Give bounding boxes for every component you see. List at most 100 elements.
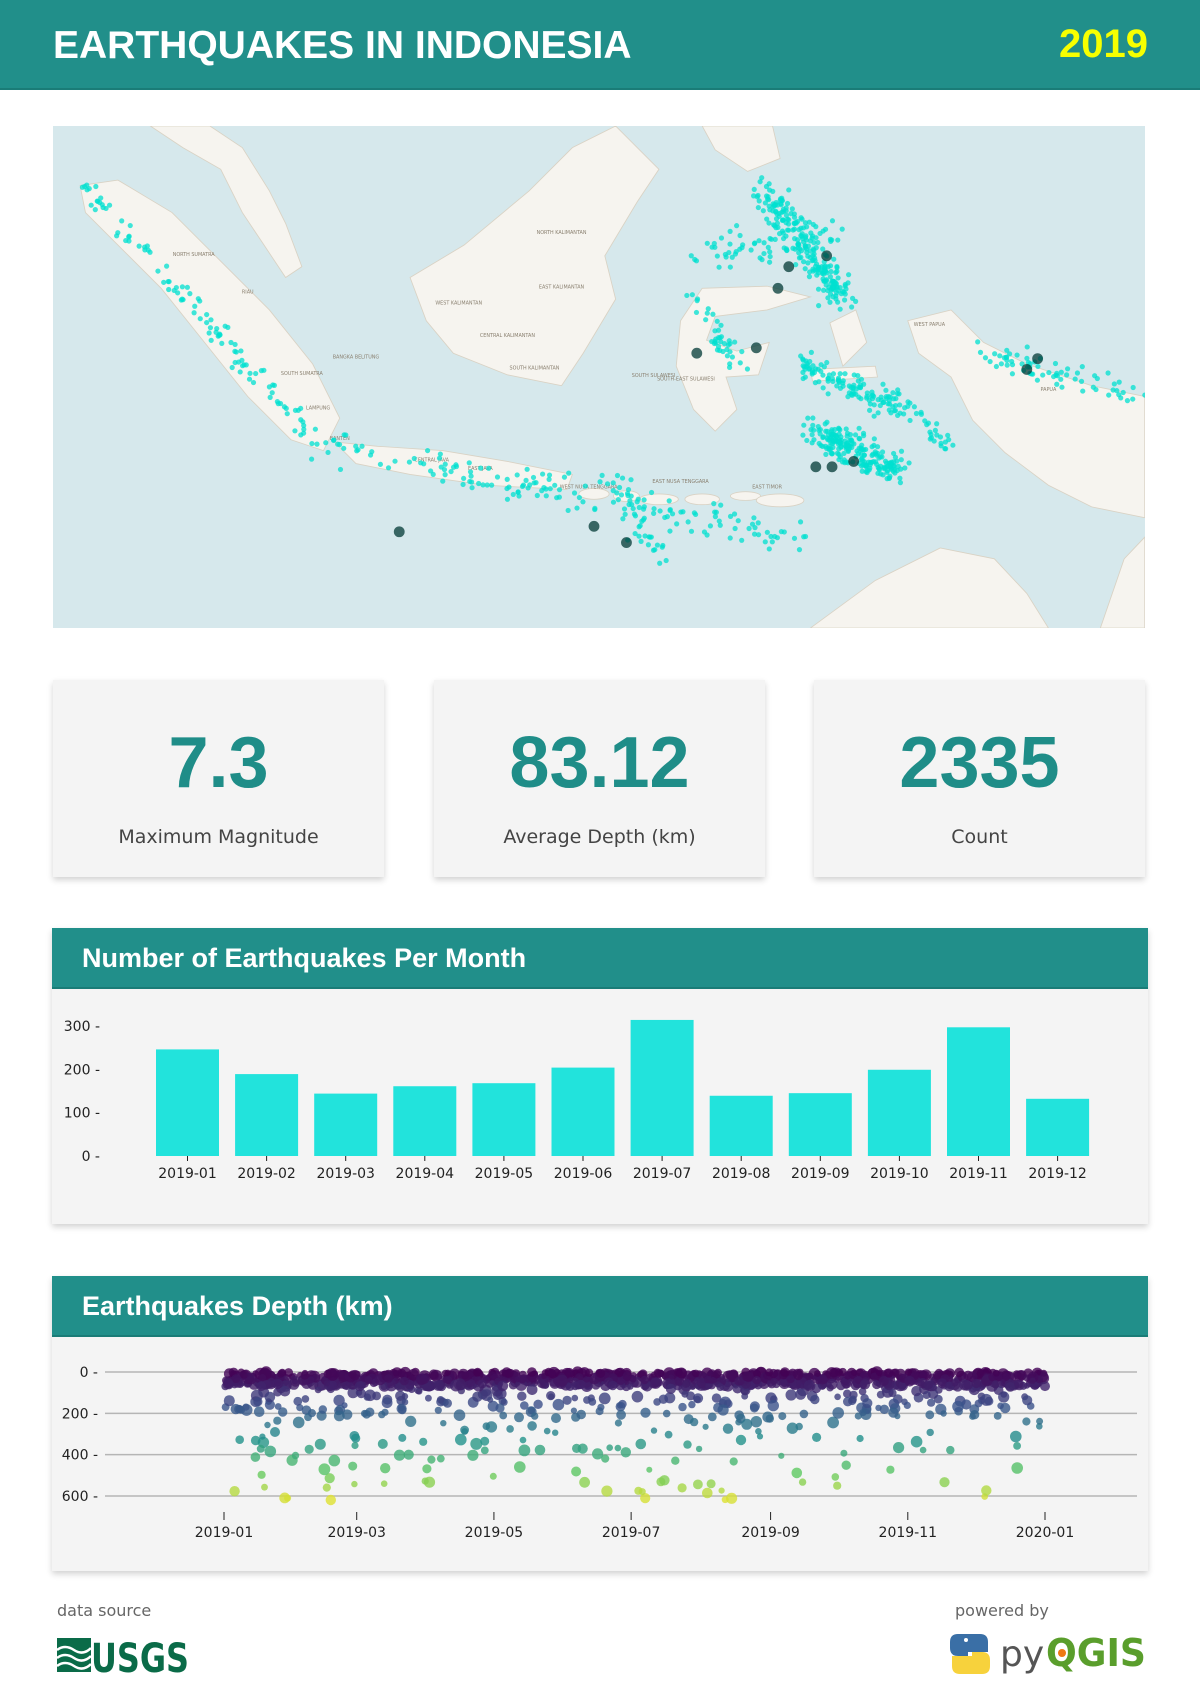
pyqgis-logo[interactable]: py QGIS <box>950 1630 1150 1678</box>
bar-2019-03 <box>314 1093 378 1156</box>
depth-scatter-chart: 0 - 200 - 400 - 600 - 2019-01 2019-03 2019-05 2… <box>62 1365 1137 1541</box>
earthquake-dot <box>246 376 253 382</box>
earthquake-dot <box>232 359 238 366</box>
scatter-point <box>392 1369 400 1377</box>
earthquake-dot <box>258 368 264 374</box>
earthquake-dot <box>88 202 94 208</box>
x-tick-label: 2019-05 <box>465 1525 524 1541</box>
scatter-point <box>274 1403 282 1410</box>
x-tick-label: 2019-05 <box>475 1166 534 1182</box>
earthquake-dot <box>424 448 431 454</box>
earthquake-dot <box>877 454 884 460</box>
earthquake-dot <box>705 306 711 312</box>
scatter-point <box>780 1379 788 1387</box>
earthquake-dot <box>1106 392 1112 398</box>
earthquake-dot <box>829 278 835 284</box>
earthquake-dot <box>727 349 733 355</box>
scatter-point <box>348 1370 357 1379</box>
scatter-point <box>436 1454 445 1463</box>
earthquake-dot <box>524 466 530 472</box>
land-australia <box>809 547 1049 628</box>
scatter-point <box>919 1446 927 1454</box>
earthquake-dot <box>838 444 844 450</box>
earthquake-dot <box>232 341 238 348</box>
earthquake-dot <box>795 218 801 225</box>
earthquake-dot <box>784 200 791 207</box>
earthquake-dot <box>927 429 933 435</box>
earthquake-dot <box>469 479 475 485</box>
scatter-point <box>273 1416 282 1425</box>
earthquake-dot <box>1046 369 1052 376</box>
scatter-point <box>884 1368 894 1378</box>
scatter-point <box>517 1391 527 1401</box>
earthquake-dot <box>848 384 854 391</box>
scatter-point <box>799 1409 809 1419</box>
earthquake-dot <box>126 234 132 240</box>
scatter-point <box>307 1376 315 1384</box>
scatter-point <box>904 1368 913 1376</box>
earthquake-dot <box>467 469 474 475</box>
earthquake-dot <box>870 392 876 398</box>
earthquake-dot <box>442 472 448 478</box>
earthquake-dot <box>331 437 337 443</box>
scatter-point <box>791 1467 803 1479</box>
earthquake-dot <box>809 440 815 446</box>
earthquake-dot <box>943 446 949 452</box>
earthquake-dot <box>714 253 720 259</box>
earthquake-dot <box>744 366 751 372</box>
scatter-point <box>453 1378 466 1391</box>
earthquake-dot <box>717 522 723 528</box>
scatter-point <box>598 1392 611 1405</box>
earthquake-dot <box>791 214 798 220</box>
earthquake-map[interactable]: NORTH KALIMANTAN EAST KALIMANTAN WEST KALI… <box>53 126 1145 628</box>
earthquake-dot <box>820 372 826 378</box>
earthquake-dot <box>727 228 733 234</box>
monthly-bar-chart: 0 - 100 - 200 - 300 - 2019-01 2019-02 2019-03 2… <box>64 1019 1090 1182</box>
earthquake-dot <box>781 529 787 535</box>
earthquake-dot <box>582 483 588 489</box>
earthquake-dot <box>850 389 856 395</box>
earthquake-dot <box>804 224 810 230</box>
earthquake-dot <box>891 408 898 414</box>
map-region-label: BANGKA BELITUNG <box>333 355 380 361</box>
scatter-point <box>910 1435 923 1448</box>
earthquake-dot <box>735 518 741 524</box>
earthquake-dot <box>486 465 492 471</box>
earthquake-dot <box>204 320 210 326</box>
earthquake-dot <box>707 523 714 529</box>
svg-text:py: py <box>1000 1634 1044 1675</box>
scatter-point <box>898 1381 907 1390</box>
x-tick-label: 2019-11 <box>879 1525 938 1541</box>
earthquake-dot <box>625 486 632 493</box>
earthquake-dot <box>932 427 938 433</box>
scatter-point <box>552 1429 559 1436</box>
x-tick-label: 2019-03 <box>316 1166 375 1182</box>
earthquake-dot <box>689 292 695 298</box>
scatter-point <box>470 1437 483 1450</box>
earthquake-dot <box>216 332 222 339</box>
earthquake-dot <box>461 475 467 482</box>
earthquake-dot <box>640 517 647 523</box>
scatter-point <box>849 1395 857 1404</box>
earthquake-dot <box>812 255 818 261</box>
bar-2019-05 <box>472 1083 536 1156</box>
earthquake-dot <box>762 539 768 545</box>
earthquake-dot <box>460 481 466 488</box>
earthquake-dot <box>780 235 787 242</box>
y-tick-label: 600 - <box>62 1489 98 1505</box>
earthquake-dot <box>164 263 170 269</box>
scatter-point <box>241 1372 248 1379</box>
scatter-point <box>250 1435 261 1446</box>
scatter-point <box>384 1374 393 1383</box>
earthquake-dot <box>737 360 743 366</box>
usgs-logo[interactable]: USGS <box>57 1636 191 1674</box>
earthquake-dot <box>822 421 828 427</box>
earthquake-dot <box>800 363 806 369</box>
scatter-point <box>702 1423 709 1430</box>
scatter-point <box>480 1446 489 1455</box>
earthquake-dot <box>798 353 804 359</box>
earthquake-dot <box>1078 378 1085 384</box>
scatter-point <box>1005 1382 1016 1392</box>
earthquake-dot <box>1019 361 1025 367</box>
earthquake-dot <box>828 450 834 456</box>
